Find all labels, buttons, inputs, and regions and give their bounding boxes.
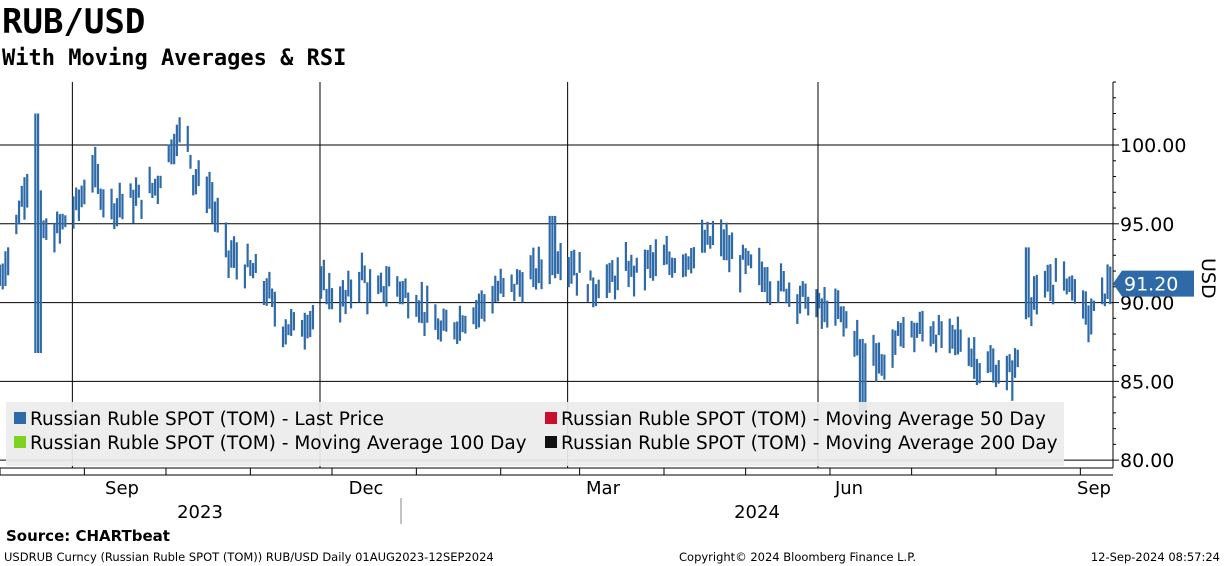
legend-box <box>6 402 1064 466</box>
legend-label: Russian Ruble SPOT (TOM) - Moving Averag… <box>30 433 527 454</box>
x-month-label: Dec <box>349 478 384 499</box>
last-price-badge <box>1113 270 1194 297</box>
last-price-label: 91.20 <box>1124 274 1178 296</box>
y-tick-label: 80.00 <box>1120 450 1174 472</box>
x-year-label: 2023 <box>177 502 223 523</box>
legend-label: Russian Ruble SPOT (TOM) - Last Price <box>30 409 384 430</box>
y-tick-label: 100.00 <box>1120 135 1186 157</box>
y-tick-label: 85.00 <box>1120 371 1174 393</box>
source-note: Source: CHARTbeat <box>6 527 170 545</box>
x-month-label: Mar <box>586 478 621 499</box>
y-tick-label: 95.00 <box>1120 214 1174 236</box>
legend-label: Russian Ruble SPOT (TOM) - Moving Averag… <box>561 433 1058 454</box>
legend-swatch <box>545 436 557 448</box>
x-month-label: Sep <box>105 478 139 499</box>
x-month-label: Sep <box>1077 478 1111 499</box>
price-series <box>0 113 1112 421</box>
legend-swatch <box>14 436 26 448</box>
footer-timestamp: 12-Sep-2024 08:57:24 <box>1090 550 1220 564</box>
legend-swatch <box>545 412 557 424</box>
legend-swatch <box>14 412 26 424</box>
chart-title: RUB/USD <box>2 2 146 42</box>
legend-label: Russian Ruble SPOT (TOM) - Moving Averag… <box>561 409 1046 430</box>
x-month-label: Jun <box>834 478 863 499</box>
y-tick-label: 90.00 <box>1120 293 1174 315</box>
footer-ticker-info: USDRUB Curncy (Russian Ruble SPOT (TOM))… <box>4 550 494 564</box>
y-axis-title: USD <box>1197 258 1219 299</box>
x-year-label: 2024 <box>734 502 780 523</box>
footer-copyright: Copyright© 2024 Bloomberg Finance L.P. <box>679 550 916 564</box>
axes: 80.00 85.00 90.00 95.00 100.00 Sep Dec Mar Jun Se… <box>0 81 1219 524</box>
last-price-marker: 91.20 <box>1113 270 1194 297</box>
legend: Russian Ruble SPOT (TOM) - Last Price Rus… <box>6 402 1064 466</box>
chart-subtitle: With Moving Averages & RSI <box>2 46 347 71</box>
